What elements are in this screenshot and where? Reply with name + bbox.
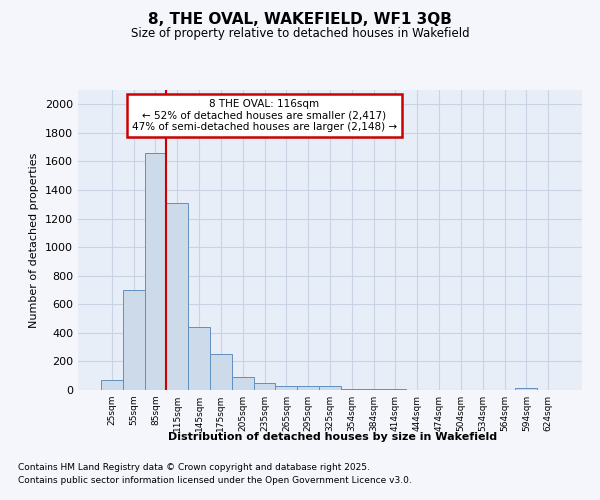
Text: 8, THE OVAL, WAKEFIELD, WF1 3QB: 8, THE OVAL, WAKEFIELD, WF1 3QB	[148, 12, 452, 28]
Bar	[101, 380, 123, 390]
Bar	[123, 290, 145, 390]
Bar	[319, 386, 341, 390]
Text: Distribution of detached houses by size in Wakefield: Distribution of detached houses by size …	[169, 432, 497, 442]
Bar	[232, 377, 254, 390]
Y-axis label: Number of detached properties: Number of detached properties	[29, 152, 40, 328]
Text: Contains public sector information licensed under the Open Government Licence v3: Contains public sector information licen…	[18, 476, 412, 485]
Bar	[297, 386, 319, 390]
Bar	[515, 388, 537, 390]
Text: Contains HM Land Registry data © Crown copyright and database right 2025.: Contains HM Land Registry data © Crown c…	[18, 464, 370, 472]
Text: 8 THE OVAL: 116sqm
← 52% of detached houses are smaller (2,417)
47% of semi-deta: 8 THE OVAL: 116sqm ← 52% of detached hou…	[132, 99, 397, 132]
Bar	[254, 383, 275, 390]
Bar	[188, 327, 210, 390]
Bar	[275, 386, 297, 390]
Bar	[166, 203, 188, 390]
Bar	[210, 354, 232, 390]
Bar	[145, 153, 166, 390]
Text: Size of property relative to detached houses in Wakefield: Size of property relative to detached ho…	[131, 28, 469, 40]
